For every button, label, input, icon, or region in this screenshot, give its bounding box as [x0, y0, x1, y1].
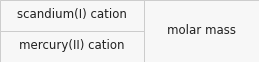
Text: mercury(II) cation: mercury(II) cation	[19, 39, 125, 52]
Bar	[144, 0, 259, 62]
Bar	[0, 0, 144, 31]
Text: molar mass: molar mass	[167, 24, 236, 38]
Text: scandium(I) cation: scandium(I) cation	[17, 8, 127, 21]
Bar	[0, 31, 144, 62]
